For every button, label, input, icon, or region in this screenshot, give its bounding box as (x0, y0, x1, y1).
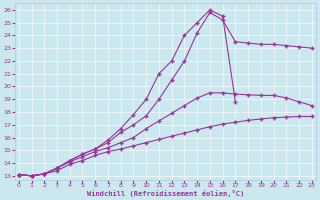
X-axis label: Windchill (Refroidissement éolien,°C): Windchill (Refroidissement éolien,°C) (87, 190, 244, 197)
